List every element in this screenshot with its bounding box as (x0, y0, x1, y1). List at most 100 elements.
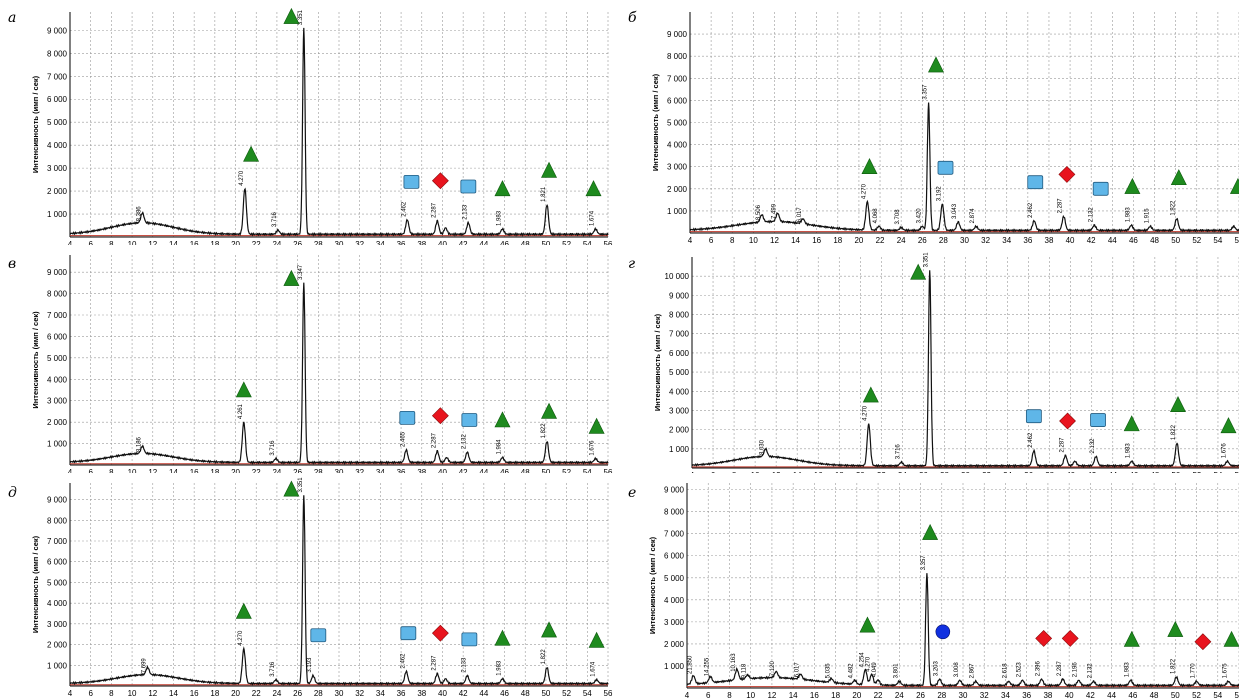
peak-label: 7.499 (772, 203, 778, 219)
peak-label: 8.186 (136, 436, 142, 452)
x-tick-label: 4 (68, 240, 73, 245)
chart-panel-a: а Интенсивность (имп / сек) 1 000 2 000 3 00… (8, 7, 613, 245)
x-tick-label: 48 (1150, 471, 1159, 473)
x-tick-label: 26 (918, 236, 927, 245)
x-tick-label: 34 (1002, 236, 1011, 245)
hematite-diamond-marker (1035, 629, 1053, 647)
x-tick-label: 26 (293, 468, 302, 473)
x-tick-label: 36 (1023, 236, 1032, 245)
x-tick-label: 10 (128, 468, 137, 473)
x-tick-label: 20 (231, 240, 240, 245)
panel-d: д Интенсивность (имп / сек) 1 000 2 000 3 00… (0, 473, 619, 698)
peak-label: 2.523 (1016, 662, 1022, 678)
chart-panel-e: е Интенсивность (имп / сек) 1 000 2 000 3 00… (628, 483, 1239, 698)
x-tick-label: 8 (109, 468, 114, 473)
x-tick-label: 46 (500, 689, 509, 698)
y-tick-label: 4 000 (47, 599, 68, 608)
peak-label: 2.132 (461, 433, 467, 449)
peak-label: 1.983 (1125, 662, 1131, 678)
peak-label: 3.351 (924, 252, 930, 268)
x-tick-label: 26 (293, 689, 302, 698)
panel-letter: в (8, 256, 16, 272)
x-tick-label: 24 (897, 236, 906, 245)
peak-label: 1.822 (541, 649, 547, 665)
y-tick-label: 9 000 (664, 486, 685, 495)
chart-panel-d: д Интенсивность (имп / сек) 1 000 2 000 3 00… (8, 477, 613, 698)
y-tick-label: 1 000 (47, 661, 68, 670)
quartz-triangle-marker (928, 56, 944, 73)
x-tick-label: 10 (746, 691, 755, 698)
peak-label: 1.676 (590, 440, 596, 456)
peak-label: 2.874 (970, 208, 976, 224)
x-tick-label: 36 (397, 689, 406, 698)
x-tick-label: 42 (1087, 236, 1096, 245)
x-tick-label: 28 (314, 240, 323, 245)
x-tick-label: 14 (169, 240, 178, 245)
peak-label: 3.716 (272, 211, 278, 227)
x-tick-label: 16 (190, 468, 199, 473)
calcite-square-marker (310, 628, 327, 643)
peak-label: 2.618 (1003, 663, 1009, 679)
peak-label: 6.017 (797, 207, 803, 223)
y-tick-label: 7 000 (664, 530, 685, 539)
y-tick-label: 4 000 (47, 375, 68, 384)
x-tick-label: 56 (1235, 691, 1239, 698)
x-tick-label: 36 (397, 240, 406, 245)
x-tick-label: 4 (685, 691, 690, 698)
panel-letter: е (628, 485, 636, 501)
y-tick-label: 6 000 (47, 95, 68, 104)
panel-a: а Интенсивность (имп / сек) 1 000 2 000 3 00… (0, 0, 619, 245)
peak-label: 1.983 (1125, 207, 1131, 223)
x-tick-label: 54 (583, 689, 592, 698)
x-tick-label: 24 (898, 471, 907, 473)
panel-g: г Интенсивность (имп / сек) 1 000 2 000 3 00… (620, 245, 1239, 473)
peak-label: 14.255 (704, 657, 710, 676)
x-tick-label: 6 (88, 240, 93, 245)
y-tick-label: 8 000 (667, 52, 688, 61)
x-tick-label: 28 (937, 691, 946, 698)
x-tick-label: 22 (877, 471, 886, 473)
x-tick-label: 34 (1001, 691, 1010, 698)
x-tick-label: 24 (272, 240, 281, 245)
peak-label: 2.287 (1058, 198, 1064, 214)
x-tick-label: 46 (1129, 471, 1138, 473)
x-tick-label: 50 (541, 240, 550, 245)
x-tick-label: 54 (583, 240, 592, 245)
peak-label: 1.984 (496, 439, 502, 455)
peak-label: 9.118 (742, 663, 748, 678)
peak-label: 3.043 (952, 203, 958, 219)
x-tick-label: 36 (397, 468, 406, 473)
x-tick-label: 44 (479, 240, 488, 245)
peak-label: 2.462 (1028, 202, 1034, 218)
x-tick-label: 14 (793, 471, 802, 473)
peak-label: 4.482 (849, 663, 855, 679)
x-tick-label: 38 (417, 689, 426, 698)
x-tick-label: 26 (916, 691, 925, 698)
y-tick-label: 8 000 (47, 49, 68, 58)
panel-letter: а (8, 10, 16, 26)
y-tick-label: 8 000 (664, 508, 685, 517)
x-tick-label: 52 (1192, 236, 1201, 245)
x-tick-label: 32 (981, 236, 990, 245)
x-tick-label: 44 (479, 468, 488, 473)
x-tick-label: 20 (854, 236, 863, 245)
quartz-triangle-marker (1220, 417, 1237, 434)
quartz-triangle-marker (1223, 630, 1239, 647)
peak-label: 1.676 (1221, 443, 1227, 459)
y-tick-label: 9 000 (669, 291, 690, 300)
x-tick-label: 20 (856, 471, 865, 473)
y-tick-label: 3 000 (667, 163, 688, 172)
x-tick-label: 48 (521, 468, 530, 473)
y-tick-label: 6 000 (669, 349, 690, 358)
x-tick-label: 54 (1213, 691, 1222, 698)
peak-label: 2.867 (970, 663, 976, 679)
x-tick-label: 40 (438, 468, 447, 473)
peak-label: 2.287 (1059, 437, 1065, 453)
y-tick-label: 3 000 (47, 397, 68, 406)
x-tick-label: 40 (1066, 236, 1075, 245)
peak-label: 8.506 (756, 204, 762, 220)
quartz-triangle-marker (541, 621, 558, 638)
x-tick-label: 40 (438, 240, 447, 245)
y-tick-label: 8 000 (669, 311, 690, 320)
quartz-triangle-marker (1123, 415, 1140, 432)
